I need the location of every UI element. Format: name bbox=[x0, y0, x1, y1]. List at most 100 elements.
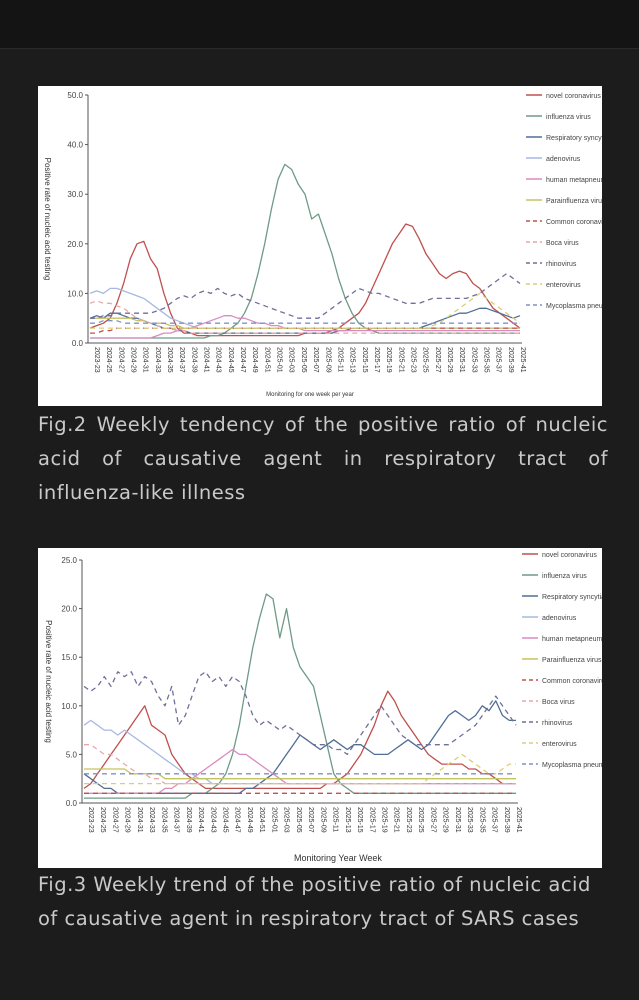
chart2-fig3-xtick-label: 2025-29 bbox=[442, 807, 449, 833]
chart1-fig2-ytick-label: 0.0 bbox=[72, 339, 84, 348]
chart1-fig2-legend-label-boca-virus: Boca virus bbox=[546, 240, 579, 247]
chart2-fig3-xtick-label: 2025-15 bbox=[356, 807, 363, 833]
chart2-fig3-legend-label-novel-coronavirus: novel coronavirus bbox=[542, 552, 597, 559]
chart1-fig2-xtick-label: 2025-15 bbox=[361, 347, 368, 373]
chart1-fig2-legend-label-human-metapneumovirus: human metapneumovirus bbox=[546, 177, 602, 184]
chart2-fig3-xtick-label: 2025-37 bbox=[491, 807, 498, 833]
chart1-fig2-xtick-label: 2025-13 bbox=[349, 347, 356, 373]
chart2-fig3-series-human-metapneumovirus bbox=[84, 748, 516, 794]
chart2-fig3-xtick-label: 2025-05 bbox=[295, 807, 302, 833]
chart1-fig2-ytick-label: 40.0 bbox=[67, 141, 83, 150]
chart1-fig2-xtick-label: 2025-21 bbox=[397, 347, 404, 373]
chart2-fig3-legend-label-parainfluenza-virus: Parainfluenza virus bbox=[542, 657, 602, 664]
chart1-fig2-xtick-label: 2024-27 bbox=[117, 347, 124, 373]
chart1-fig2-series-respiratory-syncytial-virus bbox=[89, 307, 521, 334]
chart2-fig3-series-rhinovirus bbox=[83, 671, 517, 756]
chart1-fig2-xtick-label: 2024-39 bbox=[190, 347, 197, 373]
chart1-fig2-xtick-label: 2025-01 bbox=[276, 347, 283, 373]
chart2-fig3-xtick-label: 2025-03 bbox=[283, 807, 290, 833]
chart2-fig3-xtick-label: 2024-49 bbox=[246, 807, 253, 833]
chart2-fig3-legend-label-mycoplasma-pneumoniae: Mycoplasma pneumoniae bbox=[542, 762, 602, 769]
chart1-fig2-legend-label-mycoplasma-pneumoniae: Mycoplasma pneumoniae bbox=[546, 303, 602, 310]
chart2-fig3-xtick-label: 2025-01 bbox=[270, 807, 277, 833]
chart2-fig3-xtick-label: 2025-39 bbox=[503, 807, 510, 833]
chart1-fig2-series-mycoplasma-pneumoniae bbox=[90, 320, 520, 324]
chart1-fig2-legend-label-respiratory-syncytial-virus: Respiratory syncytial virus bbox=[546, 135, 602, 142]
chart2-fig3-ytick-label: 15.0 bbox=[61, 653, 77, 662]
chart1-fig2-ytick-label: 20.0 bbox=[67, 240, 83, 249]
chart1-fig2-xtick-label: 2023-23 bbox=[93, 347, 100, 373]
chart2-fig3-xtick-label: 2025-11 bbox=[332, 807, 339, 832]
chart1-fig2-series-rhinovirus bbox=[90, 272, 521, 319]
chart1-fig2-xtick-label: 2025-23 bbox=[409, 347, 416, 373]
chart1-fig2-y-axis-label: Positive rate of nucleic acid testing bbox=[43, 158, 52, 281]
chart1-fig2-xtick-label: 2024-49 bbox=[251, 347, 258, 373]
chart2-fig3-xtick-label: 2025-31 bbox=[454, 807, 461, 833]
chart2-fig3-xtick-label: 2025-41 bbox=[515, 807, 522, 833]
chart1-fig2-xtick-label: 2024-33 bbox=[154, 347, 161, 373]
chart2-fig3-y-axis-label: Positive rate of nucleic acid testing bbox=[44, 620, 53, 743]
chart1-fig2-legend-label-common-coronavirus: Common coronavirus bbox=[546, 219, 602, 226]
chart2-fig3-series-enterovirus bbox=[84, 753, 516, 785]
chart2-fig3-series-novel-coronavirus bbox=[83, 690, 516, 790]
chart2-fig3-xtick-label: 2024-47 bbox=[234, 807, 241, 833]
chart2-fig3-xtick-label: 2024-33 bbox=[148, 807, 155, 833]
chart1-fig2-series-novel-coronavirus bbox=[89, 223, 521, 337]
chart2-fig3-legend-label-respiratory-syncytial-virus: Respiratory syncytial virus bbox=[542, 594, 602, 601]
chart2-fig3-xtick-label: 2024-27 bbox=[111, 807, 118, 833]
chart2-fig3-xtick-label: 2025-33 bbox=[466, 807, 473, 833]
chart1-fig2-xtick-label: 2024-41 bbox=[203, 347, 210, 373]
chart1-fig2-xtick-label: 2024-29 bbox=[130, 347, 137, 373]
chart1-fig2-xtick-label: 2025-09 bbox=[324, 347, 331, 373]
chart1-fig2-ytick-label: 50.0 bbox=[67, 91, 83, 100]
chart1-fig2-xtick-label: 2024-35 bbox=[166, 347, 173, 373]
chart1-fig2-legend-label-influenza-virus: influenza virus bbox=[546, 114, 591, 121]
chart2-fig3-legend-label-influenza-virus: influenza virus bbox=[542, 573, 587, 580]
chart2-fig3-xtick-label: 2024-39 bbox=[185, 807, 192, 833]
chart1-fig2-series-influenza-virus bbox=[90, 163, 520, 339]
chart2-fig3-xtick-label: 2025-09 bbox=[319, 807, 326, 833]
chart2-fig3-xtick-label: 2025-17 bbox=[368, 807, 375, 833]
chart2-fig3-xtick-label: 2024-43 bbox=[209, 807, 216, 833]
chart1-fig2-xtick-label: 2025-33 bbox=[470, 347, 477, 373]
chart1-fig2-xtick-label: 2025-19 bbox=[385, 347, 392, 373]
figure-3-caption: Fig.3 Weekly trend of the positive ratio… bbox=[38, 873, 591, 930]
chart2-fig3-xtick-label: 2024-41 bbox=[197, 807, 204, 833]
chart2-fig3-ytick-label: 25.0 bbox=[61, 556, 77, 565]
chart1-fig2-xtick-label: 2025-07 bbox=[312, 347, 319, 373]
chart2-fig3-ytick-label: 10.0 bbox=[61, 702, 77, 711]
chart1-fig2-xtick-label: 2024-25 bbox=[105, 347, 112, 373]
chart1-fig2-legend-label-adenovirus: adenovirus bbox=[546, 156, 581, 163]
chart1-fig2-xtick-label: 2025-05 bbox=[300, 347, 307, 373]
chart1-fig2-xtick-label: 2024-37 bbox=[178, 347, 185, 373]
figure-2-caption: Fig.2 Weekly tendency of the positive ra… bbox=[38, 413, 608, 504]
chart2-fig3-xtick-label: 2024-31 bbox=[136, 807, 143, 833]
chart2-fig3-ytick-label: 5.0 bbox=[66, 750, 78, 759]
chart2-fig3-legend-label-enterovirus: enterovirus bbox=[542, 741, 577, 748]
chart2-fig3-xtick-label: 2025-13 bbox=[344, 807, 351, 833]
chart2-fig3-legend-label-human-metapneumovirus: human metapneumovirus bbox=[542, 636, 602, 643]
chart1-fig2-legend-label-novel-coronavirus: novel coronavirus bbox=[546, 93, 601, 100]
chart1-fig2-xtick-label: 2024-31 bbox=[142, 347, 149, 373]
figure-3-chart: 0.0 5.0 10.0 15.0 20.0 25.0 Positive rate of n… bbox=[38, 548, 602, 868]
chart2-fig3-xtick-label: 2025-23 bbox=[405, 807, 412, 833]
chart2-fig3-xtick-label: 2024-37 bbox=[173, 807, 180, 833]
chart2-fig3-xtick-label: 2025-35 bbox=[478, 807, 485, 833]
figure-3-svg: 0.0 5.0 10.0 15.0 20.0 25.0 Positive rate of n… bbox=[44, 552, 602, 863]
chart2-fig3-xtick-label: 2025-19 bbox=[380, 807, 387, 833]
chart1-fig2-xtick-label: 2025-37 bbox=[495, 347, 502, 373]
figure-2-svg: 0.0 10.0 20.0 30.0 40.0 50.0 Positive rate of … bbox=[43, 91, 602, 398]
chart2-fig3-xtick-label: 2024-45 bbox=[222, 807, 229, 833]
chart2-fig3-series-influenza-virus bbox=[84, 593, 516, 799]
chart2-fig3-xtick-label: 2023-23 bbox=[87, 807, 94, 833]
chart1-fig2-xtick-label: 2024-43 bbox=[215, 347, 222, 373]
chart2-fig3-xtick-label: 2024-35 bbox=[160, 807, 167, 833]
chart1-fig2-xtick-label: 2025-41 bbox=[519, 347, 526, 373]
chart2-fig3-xtick-label: 2025-27 bbox=[429, 807, 436, 833]
chart1-fig2-xtick-label: 2025-31 bbox=[458, 347, 465, 373]
chart1-fig2-legend-label-enterovirus: enterovirus bbox=[546, 282, 581, 289]
chart2-fig3-x-axis-label: Monitoring Year Week bbox=[294, 853, 382, 863]
chart2-fig3-legend-label-rhinovirus: rhinovirus bbox=[542, 720, 573, 727]
chart1-fig2-xtick-label: 2025-27 bbox=[434, 347, 441, 373]
chart1-fig2-x-axis-label: Monitoring for one week per year bbox=[266, 392, 354, 398]
